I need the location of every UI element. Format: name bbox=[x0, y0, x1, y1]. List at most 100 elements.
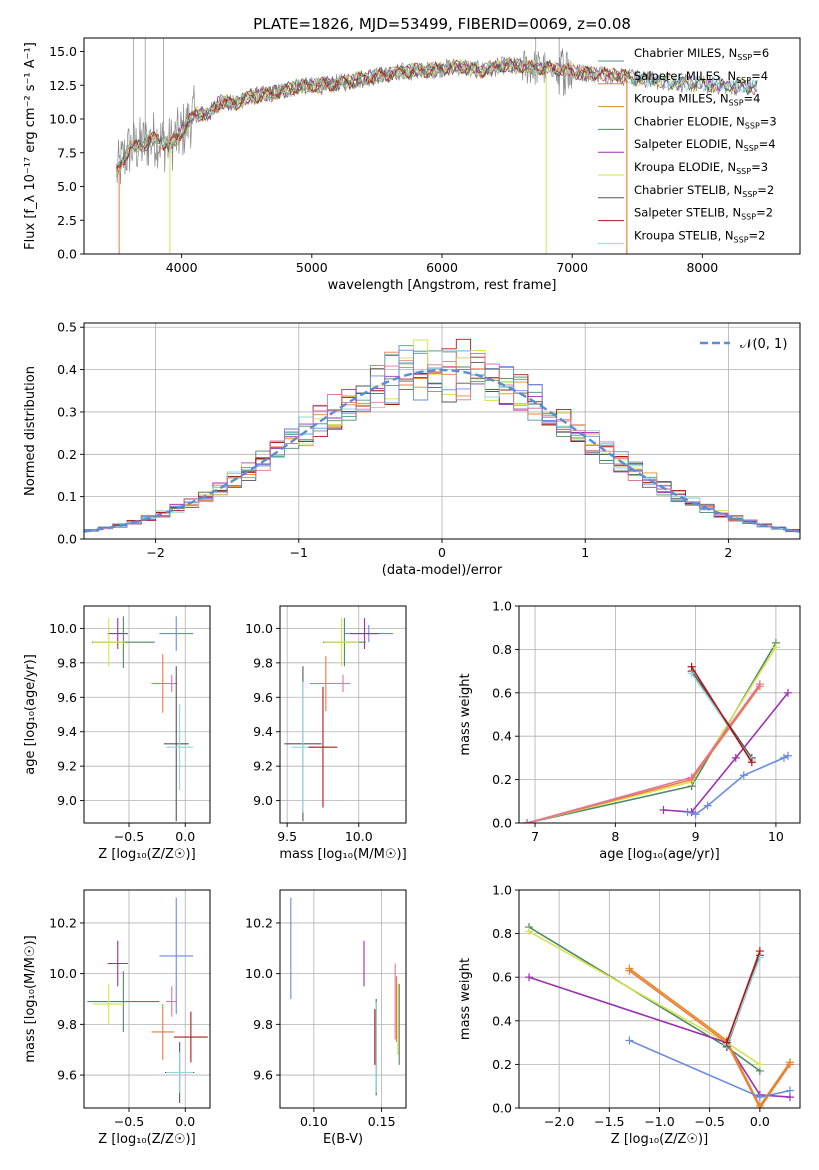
x-tick-label: 10 bbox=[768, 829, 784, 844]
chart-mass-vs-EBV: 0.10 0.15 9.6 9.8 10.0 10.2 E(B-V) bbox=[245, 889, 407, 1147]
x-tick-label: 0.0 bbox=[175, 829, 195, 844]
x-tick-label: 0 bbox=[438, 545, 446, 560]
x-tick-label: −0.5 bbox=[114, 1114, 144, 1129]
y-tick-label: 15.0 bbox=[49, 44, 77, 59]
model-spectrum bbox=[116, 58, 758, 175]
y-tick-label: 0.4 bbox=[57, 362, 77, 377]
weight-line bbox=[526, 683, 761, 823]
y-tick-label: 10.2 bbox=[245, 915, 273, 930]
x-tick-label: −2 bbox=[146, 545, 164, 560]
axes-frame bbox=[518, 605, 801, 824]
weight-line bbox=[528, 976, 791, 1098]
weight-marker bbox=[755, 680, 764, 689]
residual-histogram bbox=[84, 349, 800, 534]
weight-marker bbox=[687, 773, 696, 782]
x-tick-label: 0.0 bbox=[750, 1114, 770, 1129]
weight-marker bbox=[785, 1058, 794, 1067]
chart-mass-vs-Z: −0.5 0.0 9.6 9.8 10.0 10.2 Z [log₁₀(Z/Z☉)] mass… bbox=[23, 889, 211, 1147]
weight-marker bbox=[739, 771, 748, 780]
figure-title: PLATE=1826, MJD=53499, FIBERID=0069, z=0… bbox=[253, 15, 631, 33]
weight-marker bbox=[779, 753, 788, 762]
weight-marker bbox=[691, 810, 700, 819]
legend-label: Kroupa STELIB, NSSP=2 bbox=[634, 228, 765, 244]
weight-line bbox=[526, 642, 777, 823]
y-tick-label: 0.2 bbox=[492, 1057, 512, 1072]
axes-frame bbox=[279, 889, 407, 1109]
x-tick-label: −1.5 bbox=[594, 1114, 624, 1129]
y-tick-label: 9.6 bbox=[253, 1068, 273, 1083]
y-tick-label: 9.8 bbox=[57, 1017, 77, 1032]
x-tick-label: −0.5 bbox=[694, 1114, 724, 1129]
x-axis-label: mass [log₁₀(M/M☉)] bbox=[279, 847, 406, 862]
y-tick-label: 9.6 bbox=[57, 1068, 77, 1083]
y-tick-label: 0.5 bbox=[57, 320, 77, 335]
legend-label: Kroupa ELODIE, NSSP=3 bbox=[634, 160, 768, 176]
weight-marker bbox=[747, 758, 756, 767]
chart-spectrum: Chabrier MILES, NSSP=6 Salpeter MILES, NS… bbox=[23, 37, 801, 293]
x-axis-label: E(B-V) bbox=[323, 1132, 363, 1147]
x-axis-label: wavelength [Angstrom, rest frame] bbox=[328, 278, 557, 293]
x-tick-label: 7000 bbox=[556, 260, 588, 275]
chart-age-vs-Z: −0.5 0.0 9.0 9.2 9.4 9.6 9.8 10.0 Z [log₁₀(Z/Z☉)… bbox=[23, 605, 211, 862]
x-axis-label: age [log₁₀(age/yr)] bbox=[599, 847, 720, 862]
plot-area bbox=[284, 618, 394, 822]
plot-area bbox=[87, 897, 208, 1103]
x-tick-label: 7 bbox=[531, 829, 539, 844]
weight-marker bbox=[683, 808, 692, 817]
y-tick-label: 0.2 bbox=[492, 772, 512, 787]
x-tick-label: 9 bbox=[692, 829, 700, 844]
y-tick-label: 10.0 bbox=[245, 966, 273, 981]
weight-line bbox=[628, 967, 791, 1108]
weight-marker bbox=[525, 927, 534, 936]
x-tick-label: −0.5 bbox=[114, 829, 144, 844]
weight-marker bbox=[783, 688, 792, 697]
weight-line bbox=[526, 646, 777, 823]
y-tick-label: 0.6 bbox=[492, 970, 512, 985]
y-axis-label: mass weight bbox=[458, 958, 473, 1040]
y-tick-label: 0.6 bbox=[492, 685, 512, 700]
x-axis-label: Z [log₁₀(Z/Z☉)] bbox=[98, 1132, 195, 1147]
y-tick-label: 10.0 bbox=[245, 621, 273, 636]
weight-line bbox=[690, 666, 753, 763]
legend-label: Kroupa MILES, NSSP=4 bbox=[634, 92, 760, 108]
weight-line bbox=[663, 692, 789, 813]
axes-frame bbox=[279, 605, 407, 824]
x-tick-label: 5000 bbox=[296, 260, 328, 275]
y-tick-label: 9.2 bbox=[57, 759, 77, 774]
y-tick-label: 10.0 bbox=[49, 112, 77, 127]
y-tick-label: 2.5 bbox=[57, 213, 77, 228]
y-tick-label: 9.6 bbox=[253, 690, 273, 705]
y-tick-label: 0.0 bbox=[57, 532, 77, 547]
weight-marker bbox=[755, 1060, 764, 1069]
y-axis-label: Flux [f_λ 10⁻¹⁷ erg cm⁻² s⁻¹ A⁻¹] bbox=[23, 42, 38, 250]
weight-marker bbox=[731, 753, 740, 762]
x-tick-label: 8000 bbox=[686, 260, 718, 275]
chart-mass-weight-vs-age: 7 8 9 10 0.0 0.2 0.4 0.6 0.8 1.0 age [log₁₀(age/yr… bbox=[458, 599, 801, 862]
x-axis-label: (data-model)/error bbox=[382, 563, 503, 578]
y-axis-label: mass weight bbox=[458, 673, 473, 755]
x-tick-label: 8 bbox=[611, 829, 619, 844]
chart-mass-weight-vs-Z: −2.0 −1.5 −1.0 −0.5 0.0 0.0 0.2 0.4 0.6 0.8 1.0 Z [… bbox=[458, 883, 801, 1147]
y-tick-label: 9.4 bbox=[253, 724, 273, 739]
legend-label: 𝒩(0, 1) bbox=[740, 337, 787, 352]
y-tick-label: 10.0 bbox=[49, 966, 77, 981]
weight-line bbox=[628, 970, 791, 1108]
y-tick-label: 9.6 bbox=[57, 690, 77, 705]
y-tick-label: 0.4 bbox=[492, 729, 512, 744]
x-tick-label: 9.5 bbox=[277, 829, 297, 844]
weight-line bbox=[528, 926, 761, 1072]
plot-area bbox=[116, 38, 758, 254]
x-tick-label: 6000 bbox=[426, 260, 458, 275]
y-axis-label: age [log₁₀(age/yr)] bbox=[23, 654, 38, 775]
legend-label: Salpeter STELIB, NSSP=2 bbox=[634, 206, 773, 222]
gaussian-curve bbox=[84, 368, 800, 533]
weight-marker bbox=[525, 973, 534, 982]
y-tick-label: 9.8 bbox=[253, 1017, 273, 1032]
x-tick-label: 4000 bbox=[166, 260, 198, 275]
y-tick-label: 10.0 bbox=[49, 621, 77, 636]
y-tick-label: 9.0 bbox=[253, 793, 273, 808]
y-tick-label: 0.0 bbox=[57, 247, 77, 262]
plot-area bbox=[523, 638, 792, 823]
x-tick-label: 2 bbox=[724, 545, 732, 560]
legend-label: Chabrier STELIB, NSSP=2 bbox=[634, 183, 774, 199]
